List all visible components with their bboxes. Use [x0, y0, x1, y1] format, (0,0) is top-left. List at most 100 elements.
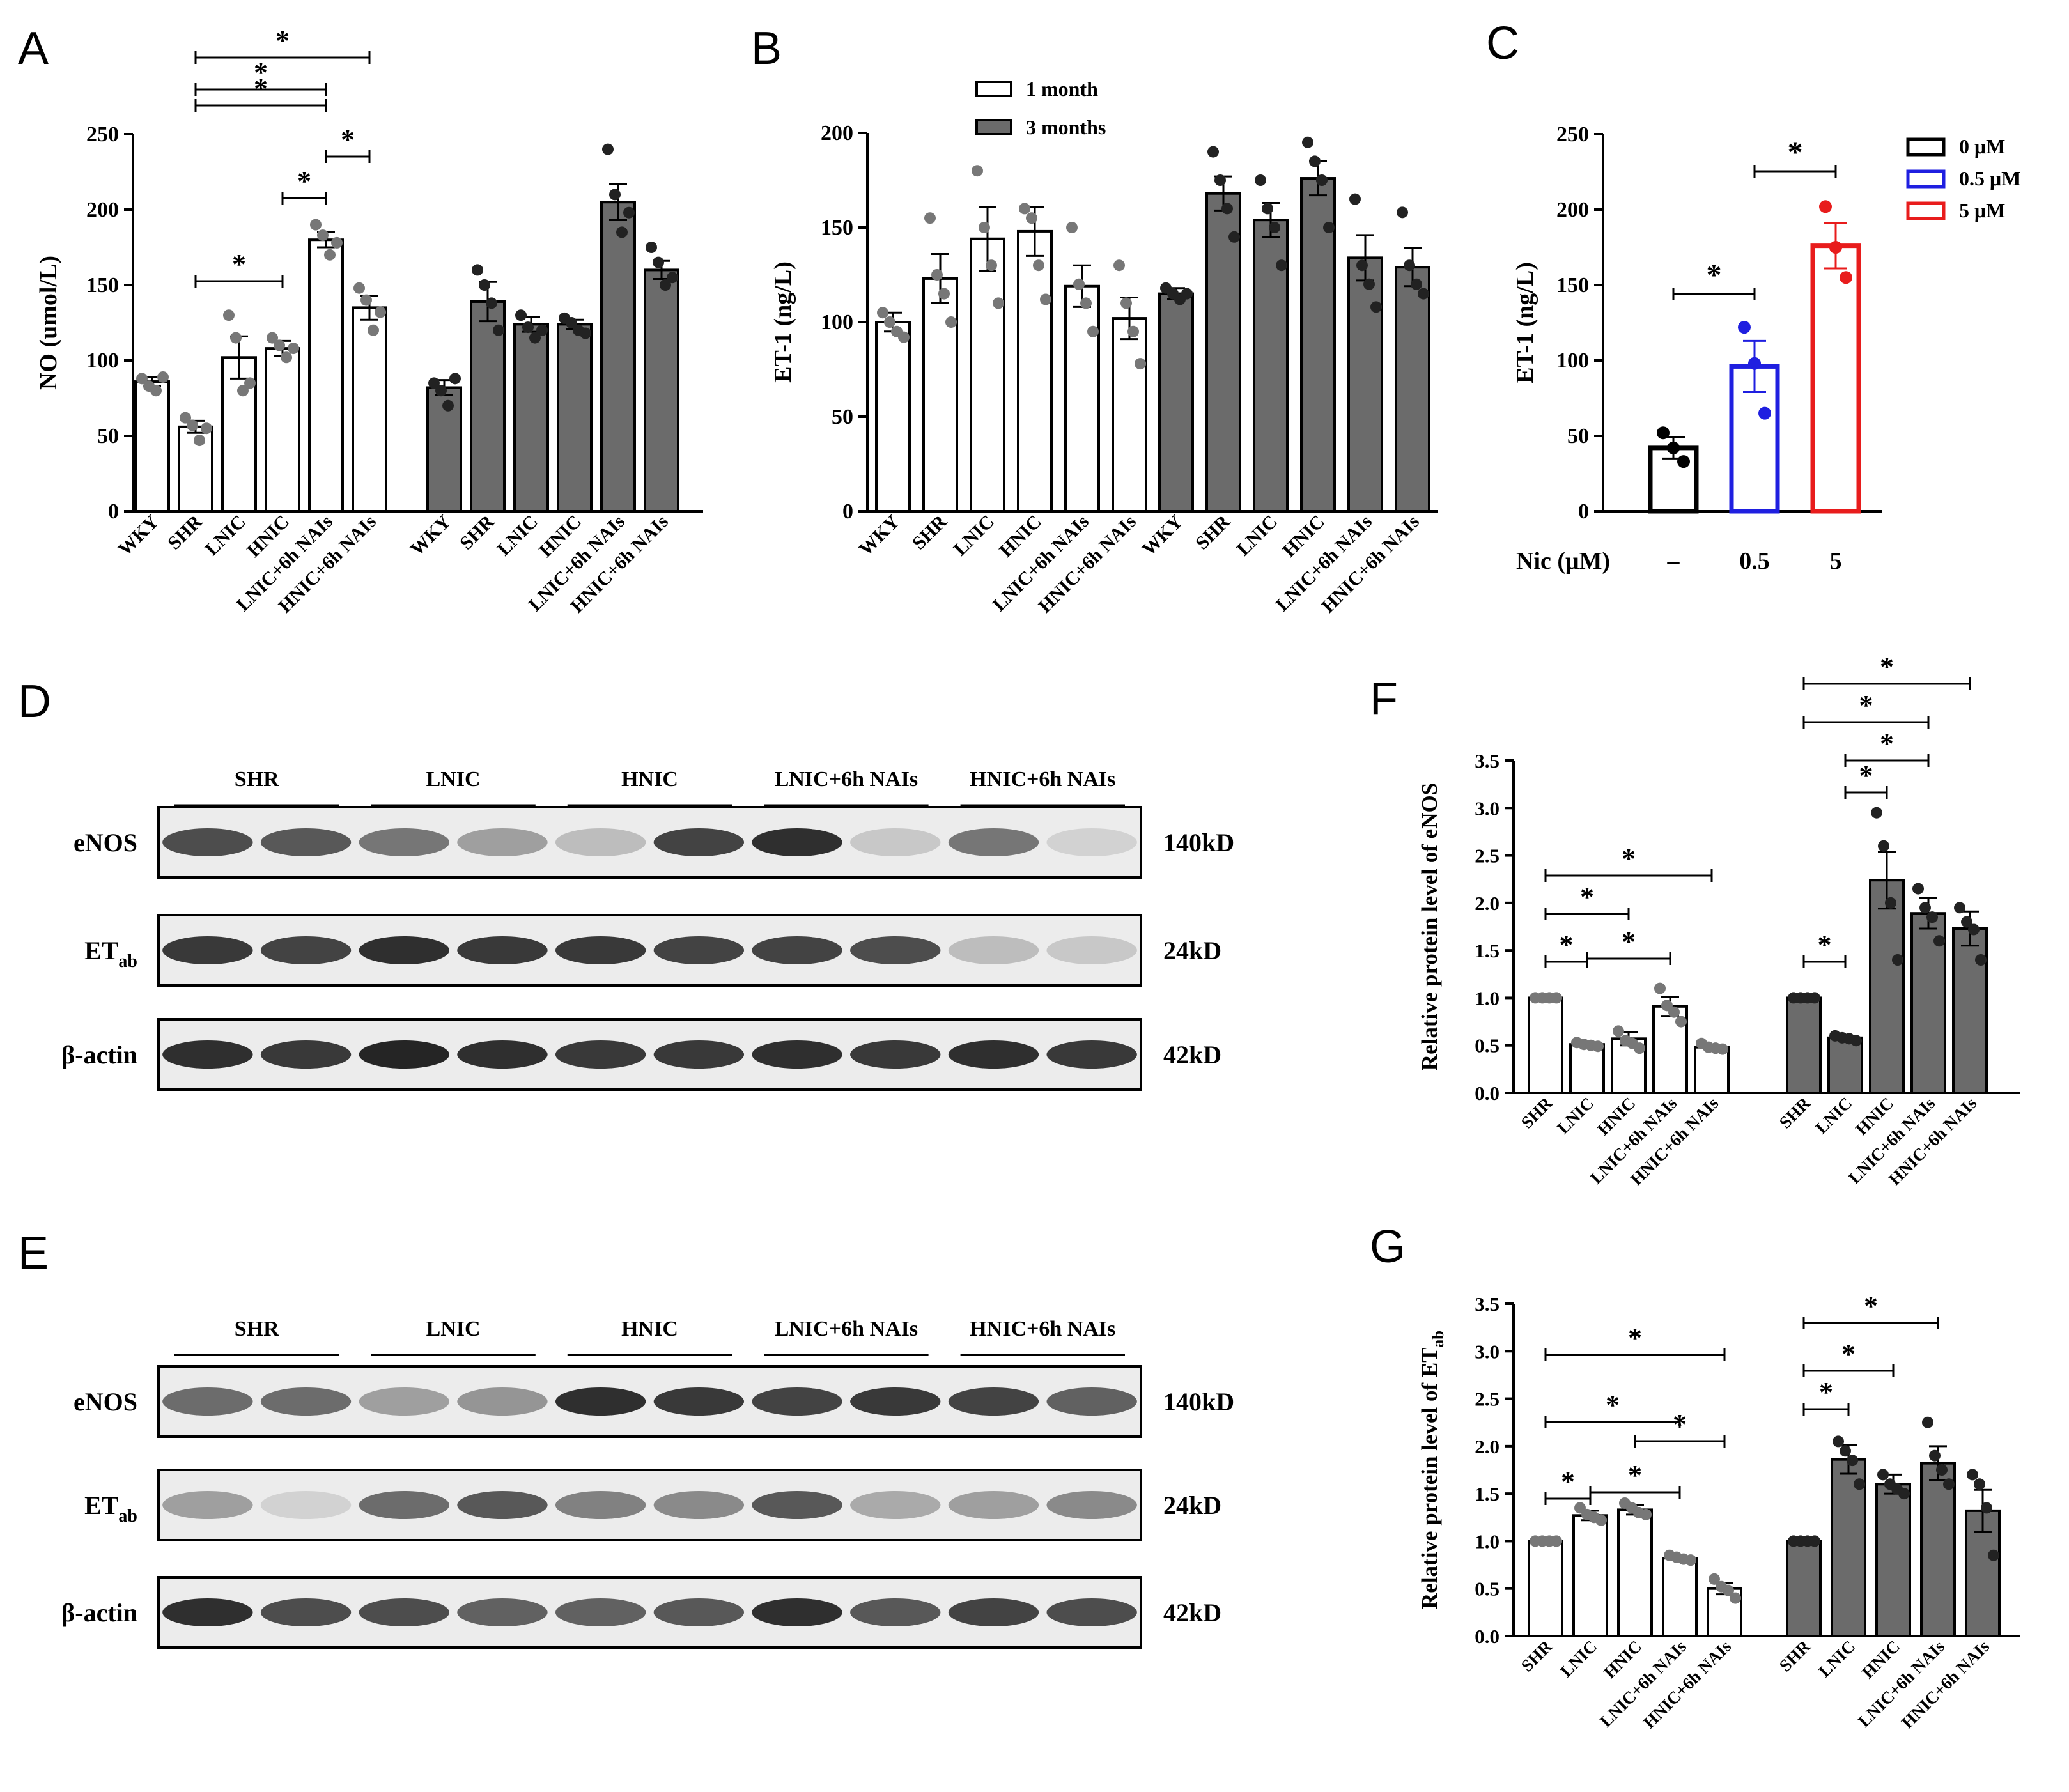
data-point	[1954, 902, 1965, 914]
data-point	[1809, 992, 1820, 1004]
legend-label: 0.5 μM	[1959, 167, 2020, 190]
data-point	[194, 435, 205, 447]
y-tick-label: 250	[86, 123, 119, 146]
x-tick-label: 5	[1830, 548, 1842, 575]
data-point	[1717, 1043, 1728, 1055]
bar	[1662, 1557, 1698, 1637]
y-tick-label: 100	[86, 349, 119, 373]
blot-group-label: HNIC+6h NAIs	[970, 1317, 1115, 1341]
data-point	[1668, 1006, 1680, 1018]
data-point	[653, 256, 664, 268]
protein-band	[1046, 1387, 1137, 1416]
data-point	[1404, 259, 1415, 272]
blot-group-label: HNIC+6h NAIs	[970, 768, 1115, 791]
y-axis-label: Relative protein level of ETab	[1417, 1331, 1447, 1609]
data-point	[1370, 301, 1382, 313]
bar	[922, 277, 958, 513]
y-tick-label: 2.0	[1475, 892, 1499, 915]
protein-band	[555, 828, 646, 856]
data-point	[1080, 297, 1092, 309]
blot-group-label: LNIC	[426, 1317, 481, 1341]
panel-label-a: A	[18, 23, 49, 74]
protein-band	[948, 1387, 1039, 1416]
data-point	[1967, 1469, 1978, 1481]
protein-band	[260, 1387, 352, 1416]
significance-star: *	[1880, 651, 1894, 683]
x-tick-label: LNIC	[1556, 1637, 1600, 1681]
bar	[1786, 1540, 1822, 1637]
y-tick-label: 3.0	[1475, 797, 1499, 819]
x-tick-label: WKY	[1138, 511, 1188, 560]
protein-band	[260, 1598, 352, 1626]
data-point	[1551, 992, 1562, 1004]
data-point	[1411, 278, 1422, 290]
significance-star: *	[1864, 1290, 1878, 1322]
blot-group-label: SHR	[235, 768, 279, 791]
data-point	[529, 332, 541, 344]
y-tick-label: 50	[1567, 424, 1589, 448]
y-tick-label: 200	[821, 121, 853, 145]
data-point	[244, 377, 256, 389]
protein-band	[162, 1598, 253, 1626]
x-tick-label: 0.5	[1739, 548, 1770, 575]
panel-label-e: E	[18, 1228, 49, 1279]
data-point	[1613, 1025, 1624, 1037]
legend-swatch	[1906, 169, 1946, 189]
x-tick-label: WKY	[407, 511, 456, 560]
blot-molecular-weight: 24kD	[1163, 936, 1221, 965]
panel-label-b: B	[751, 23, 782, 74]
protein-band	[948, 1598, 1039, 1626]
data-point	[1269, 222, 1280, 233]
bar	[1205, 192, 1241, 513]
protein-band	[653, 828, 745, 856]
data-point	[472, 264, 483, 276]
significance-star: *	[1673, 1409, 1687, 1440]
y-axis-label: ET-1 (ng/L)	[1512, 262, 1538, 383]
data-point	[1758, 406, 1771, 420]
bar	[426, 386, 462, 513]
data-point	[1255, 174, 1266, 186]
data-point	[317, 229, 329, 242]
data-point	[449, 373, 461, 385]
y-tick-label: 2.0	[1475, 1435, 1499, 1458]
x-tick-label: WKY	[114, 511, 164, 560]
data-point	[602, 143, 614, 155]
data-point	[515, 309, 527, 321]
y-axis-label: NO (umol/L)	[35, 256, 62, 390]
x-tick-label: LNIC	[1233, 511, 1282, 560]
y-tick-label: 250	[1556, 123, 1589, 146]
protein-band	[359, 1387, 449, 1416]
significance-star: *	[1859, 760, 1873, 791]
data-point	[1677, 455, 1690, 468]
y-tick-label: 1.0	[1475, 1530, 1499, 1552]
data-point	[1878, 840, 1889, 852]
protein-band	[1046, 1491, 1137, 1519]
data-point	[1829, 241, 1842, 254]
significance-star: *	[1788, 135, 1803, 169]
blot-row-label: β-actin	[61, 1598, 137, 1627]
data-point	[1748, 357, 1761, 370]
data-point	[1214, 174, 1226, 186]
data-point	[442, 399, 454, 412]
blot-row-label: eNOS	[74, 828, 137, 857]
significance-star: *	[1628, 1322, 1642, 1354]
data-point	[360, 294, 372, 306]
x-tick-label: LNIC	[493, 511, 542, 560]
bar	[600, 201, 636, 513]
x-tick-label: SHR	[164, 511, 206, 553]
data-point	[1819, 200, 1832, 213]
data-point	[609, 189, 621, 201]
data-point	[580, 327, 591, 339]
protein-band	[1046, 1598, 1137, 1626]
data-point	[368, 324, 379, 336]
data-point	[1135, 358, 1146, 370]
protein-band	[948, 936, 1039, 964]
data-point	[623, 206, 635, 219]
protein-band	[752, 828, 842, 856]
blot-molecular-weight: 140kD	[1163, 828, 1234, 857]
bar	[1395, 266, 1430, 513]
significance-star: *	[232, 249, 246, 280]
y-tick-label: 50	[97, 424, 119, 448]
data-point	[493, 324, 504, 336]
